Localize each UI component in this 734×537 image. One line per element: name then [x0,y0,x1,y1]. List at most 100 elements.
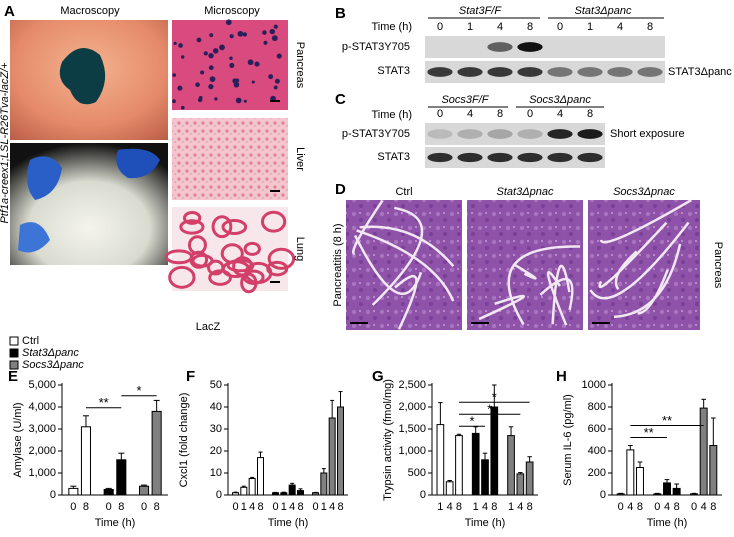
band [637,67,663,77]
time-tick-label: 8 [587,108,593,120]
x-tick-label: 0 [654,501,660,513]
y-tick-label: 1000 [582,379,606,391]
lacz-dot [209,33,214,38]
bar [663,482,671,496]
x-axis-label: Time (h) [465,517,506,529]
column-title: Stat3Δpnac [497,186,554,198]
y-tick-label: 4,000 [28,401,56,413]
bar [138,485,150,496]
y-tick-label: 10 [210,467,222,479]
legend-swatch [9,360,19,370]
histology [467,200,583,330]
bar [445,481,454,496]
alveolus [191,253,214,268]
alveolus [243,241,261,256]
y-tick-label: 200 [588,467,606,479]
panel-letter: C [335,91,346,108]
y-tick-label: 2,500 [398,379,426,391]
bar [257,457,264,496]
legend-swatch [9,336,19,346]
lacz-dot [263,40,268,45]
lacz-dot [251,80,255,84]
tissue-label: Liver [294,147,306,171]
x-axis-label: Time (h) [268,517,309,529]
y-tick-label: 0 [50,489,56,501]
row-label: p-STAT3Y705 [342,41,410,53]
lacz-dot [268,74,274,80]
lacz-dot [178,43,183,48]
y-tick-label: 5,000 [28,379,56,391]
bar [626,449,635,496]
lacz-dot [247,59,254,66]
lacz-dot [233,81,240,88]
bar [151,410,162,496]
genotype-label: Ptf1a-creex1;LSL-R26Tva-lacZ/+ [0,62,11,224]
side-label: STAT3Δpanc [668,66,732,78]
lacz-dot [237,30,244,37]
alveolus [179,219,205,235]
column-title: Socs3Δpnac [613,186,675,198]
band [427,67,453,77]
x-tick-label: 1 [508,501,514,513]
group-label: Socs3F/F [441,94,489,106]
x-tick-label: 4 [447,501,453,513]
x-tick-label: 0 [272,501,278,513]
y-axis-label: Trypsin activity (fmol/mg) [382,379,394,501]
bar [312,492,319,496]
lacz-dot [262,30,267,35]
time-tick-label: 0 [557,21,563,33]
y-tick-label: 500 [408,467,426,479]
septum [546,271,568,326]
lacz-dot [198,96,203,100]
bar [248,478,256,496]
row-label: STAT3 [377,65,410,77]
significance-label: * [492,390,497,405]
lacz-dot [195,82,200,88]
septum [356,229,455,302]
y-tick-label: 1,000 [398,445,426,457]
lacz-dot [219,44,225,51]
x-tick-label: 0 [70,501,76,513]
lacz-dot [214,97,218,101]
lacz-dot [212,48,219,54]
y-tick-label: 2,000 [28,445,56,457]
y-tick-label: 800 [588,401,606,413]
band [517,129,543,139]
y-tick-label: 20 [210,445,222,457]
alveolus [211,215,233,239]
x-tick-label: 1 [473,501,479,513]
x-tick-label: 4 [249,501,255,513]
x-tick-label: 8 [674,501,680,513]
tissue-label: Lung [294,237,306,261]
y-tick-label: 0 [216,489,222,501]
lacz-dot [269,28,276,35]
lacz-dot [229,56,233,61]
bar [490,406,499,496]
band [427,129,453,139]
lacz-dot [177,85,183,91]
lacz-dot [172,73,177,77]
legend-label: Socs3Δpanc [22,359,84,371]
bar [280,492,288,496]
band [607,67,633,77]
lacz-dot [180,55,185,59]
x-tick-label: 4 [627,501,633,513]
bar [80,426,92,496]
bar [672,487,681,496]
lacz-stain [59,47,106,105]
bar [337,406,344,496]
scale-bar [270,190,280,192]
significance-label: ** [644,425,654,440]
lacz-dot [180,105,185,110]
x-tick-label: 8 [710,501,716,513]
alveolus [240,272,258,294]
time-tick-label: 0 [437,21,443,33]
lacz-dot [203,51,208,56]
x-tick-label: 4 [701,501,707,513]
alveolus [182,211,202,225]
septa [352,199,692,330]
septum [589,221,690,300]
stain-label: LacZ [196,321,221,333]
septum [513,263,537,280]
alveolus [221,219,248,235]
